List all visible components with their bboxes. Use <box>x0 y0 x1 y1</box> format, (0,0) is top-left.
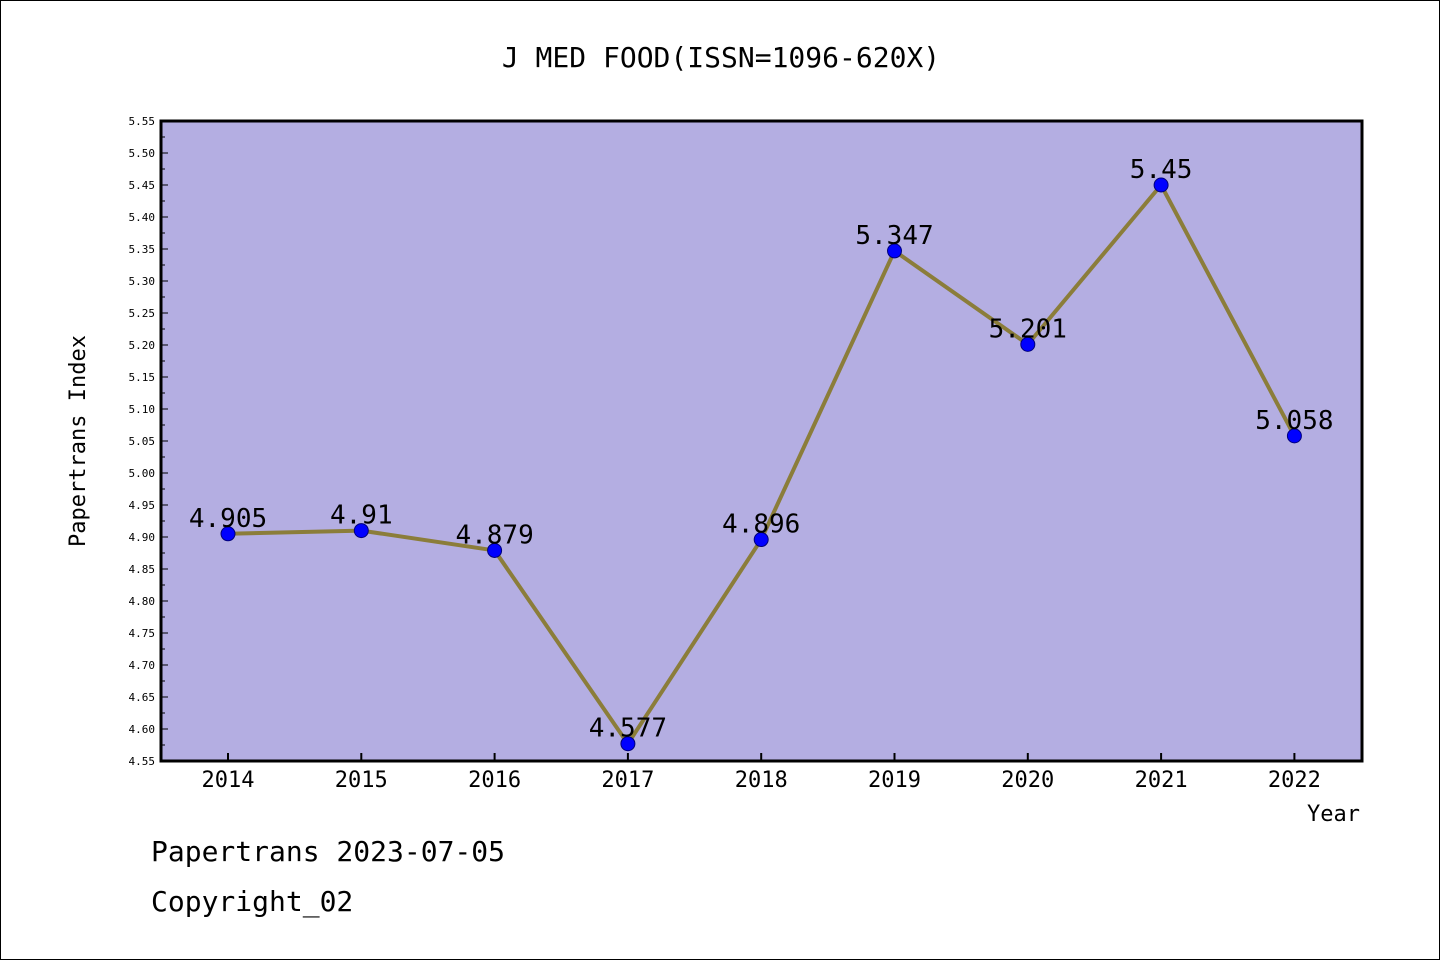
data-point <box>887 243 902 259</box>
data-label: 5.347 <box>855 221 933 251</box>
data-label: 5.45 <box>1130 155 1193 185</box>
y-tick-label: 5.15 <box>129 371 156 384</box>
footer-copyright: Copyright_02 <box>151 885 354 918</box>
data-label: 4.91 <box>330 501 393 531</box>
y-axis-ticks: 4.55 4.60 4.65 4.70 4.75 4.80 4.85 4.90 4.95 5.00… <box>129 115 168 768</box>
y-tick-label: 5.00 <box>129 467 156 480</box>
x-tick-label: 2019 <box>868 768 921 793</box>
y-tick-label: 4.60 <box>129 723 156 736</box>
data-point <box>353 523 369 539</box>
x-tick-label: 2022 <box>1268 768 1321 793</box>
data-point <box>1020 336 1036 352</box>
data-point <box>487 542 503 558</box>
data-label: 5.058 <box>1255 406 1333 436</box>
x-tick-label: 2020 <box>1001 768 1054 793</box>
y-tick-label: 5.05 <box>129 435 156 448</box>
y-tick-label: 5.50 <box>129 147 156 160</box>
footer-date: Papertrans 2023-07-05 <box>151 835 506 868</box>
series-layer: 4.905 4.91 4.879 4.577 4.896 5.347 5.201 5.45 5.… <box>189 155 1334 752</box>
plot-area <box>159 119 1364 763</box>
y-tick-label: 5.20 <box>129 339 156 352</box>
data-label: 5.201 <box>989 314 1067 344</box>
data-label: 4.879 <box>455 520 533 550</box>
data-point <box>620 736 636 752</box>
data-label: 4.905 <box>189 504 267 534</box>
data-point <box>753 532 769 548</box>
x-tick-label: 2017 <box>601 768 654 793</box>
y-tick-label: 4.75 <box>129 627 156 640</box>
x-tick-label: 2018 <box>735 768 788 793</box>
y-tick-label: 4.70 <box>129 659 156 672</box>
y-axis-label: Papertrans Index <box>66 335 91 547</box>
y-tick-label: 5.30 <box>129 275 156 288</box>
y-tick-label: 4.55 <box>129 755 156 768</box>
x-tick-label: 2016 <box>468 768 521 793</box>
chart-title: J MED FOOD(ISSN=1096-620X) <box>502 41 940 74</box>
x-axis-ticks: 2014 2015 2016 2017 2018 2019 2020 2021 2022 <box>202 753 1321 793</box>
y-tick-label: 5.55 <box>129 115 156 128</box>
y-tick-label: 4.85 <box>129 563 156 576</box>
y-tick-label: 4.65 <box>129 691 156 704</box>
x-tick-label: 2021 <box>1135 768 1188 793</box>
data-label: 4.896 <box>722 510 800 540</box>
y-tick-label: 5.25 <box>129 307 156 320</box>
y-tick-label: 4.95 <box>129 499 156 512</box>
y-tick-label: 5.40 <box>129 211 156 224</box>
x-axis-label: Year <box>1307 802 1360 827</box>
y-tick-label: 5.35 <box>129 243 156 256</box>
data-label: 4.577 <box>589 714 667 744</box>
x-tick-label: 2014 <box>202 768 255 793</box>
y-tick-label: 5.45 <box>129 179 156 192</box>
y-tick-label: 4.90 <box>129 531 156 544</box>
x-tick-label: 2015 <box>335 768 388 793</box>
y-tick-label: 4.80 <box>129 595 156 608</box>
y-tick-label: 5.10 <box>129 403 156 416</box>
data-point <box>220 526 236 542</box>
data-point <box>1286 428 1302 444</box>
data-point <box>1153 177 1169 193</box>
